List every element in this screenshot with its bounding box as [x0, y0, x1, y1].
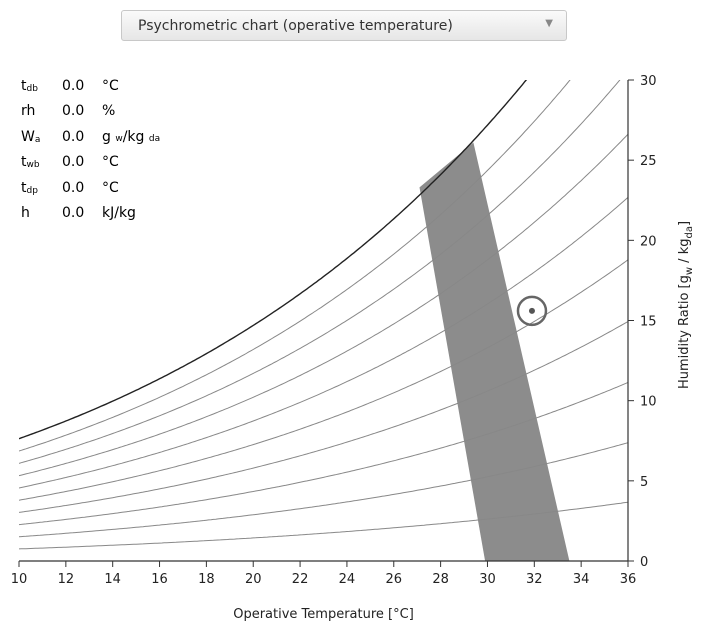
x-tick-label: 16 — [151, 572, 168, 587]
readout-row: tdp 0.0 °C — [21, 180, 221, 205]
rh-curve — [19, 80, 571, 452]
x-tick-label: 36 — [620, 572, 637, 587]
y-axis-label: Humidity Ratio [gw / kgda] — [677, 221, 695, 389]
readout-unit: °C — [102, 78, 119, 94]
y-tick-label: 30 — [640, 74, 657, 89]
comfort-zone — [419, 142, 570, 561]
readout-symbol: tdb — [21, 78, 38, 94]
point-dot — [528, 307, 535, 314]
x-tick-label: 20 — [245, 572, 262, 587]
rh-curve — [19, 197, 628, 489]
x-tick-label: 30 — [479, 572, 496, 587]
chart-type-label: Psychrometric chart (operative temperatu… — [138, 18, 453, 34]
y-tick-label: 25 — [640, 154, 657, 169]
x-tick-label: 12 — [58, 572, 75, 587]
saturation-curve — [19, 80, 528, 440]
rh-curve — [19, 381, 628, 526]
readout-row: rh 0.0% — [21, 103, 221, 128]
rh-curve — [19, 80, 621, 464]
readout-unit: % — [102, 103, 116, 120]
y-tick-label: 15 — [640, 315, 657, 330]
x-axis-label: Operative Temperature [°C] — [233, 607, 414, 622]
x-tick-label: 26 — [385, 572, 402, 587]
rh-curve — [19, 501, 628, 550]
readout-value: 0.0 — [62, 154, 85, 171]
readout-unit: g w/kg da — [102, 128, 161, 145]
readout-row: twb 0.0 °C — [21, 154, 221, 179]
readout-value: 0.0 — [62, 128, 85, 145]
rh-curve — [19, 133, 628, 477]
readout-row: Wa 0.0 g w/kg da — [21, 129, 221, 154]
readout-value: 0.0 — [62, 78, 85, 94]
readout-row: tdb 0.0 °C — [21, 78, 221, 103]
readout-row: h 0.0 kJ/kg — [21, 205, 221, 230]
y-tick-label: 20 — [640, 234, 657, 249]
x-tick-label: 28 — [432, 572, 449, 587]
y-tick-label: 0 — [640, 555, 648, 570]
point-ring — [516, 295, 548, 327]
rh-curve — [19, 321, 628, 513]
x-tick-label: 32 — [526, 572, 543, 587]
readout-symbol: twb — [21, 154, 40, 171]
readout-unit: °C — [102, 154, 119, 171]
chart-type-dropdown[interactable]: Psychrometric chart (operative temperatu… — [121, 10, 567, 41]
y-tick-label: 5 — [640, 475, 648, 490]
caret-down-icon: ▼ — [545, 18, 553, 29]
readout-value: 0.0 — [62, 179, 85, 196]
y-tick-label: 10 — [640, 395, 657, 410]
rh-curve — [19, 259, 628, 501]
readout-symbol: rh — [21, 103, 36, 120]
readout-symbol: tdp — [21, 179, 38, 196]
x-tick-label: 22 — [292, 572, 309, 587]
x-tick-label: 18 — [198, 572, 215, 587]
readout-unit: °C — [102, 179, 119, 196]
readout-value: 0.0 — [62, 204, 85, 221]
rh-curve — [19, 442, 628, 538]
readout-panel: tdb 0.0 °C rh 0.0% Wa 0.0 g w/kg da twb 0.0 °C tdp 0… — [21, 78, 221, 230]
x-tick-label: 24 — [339, 572, 356, 587]
readout-value: 0.0 — [62, 103, 85, 120]
x-tick-label: 34 — [573, 572, 590, 587]
readout-symbol: h — [21, 204, 30, 221]
x-tick-label: 14 — [104, 572, 121, 587]
readout-symbol: Wa — [21, 128, 41, 145]
x-tick-label: 10 — [11, 572, 28, 587]
readout-unit: kJ/kg — [102, 204, 136, 221]
